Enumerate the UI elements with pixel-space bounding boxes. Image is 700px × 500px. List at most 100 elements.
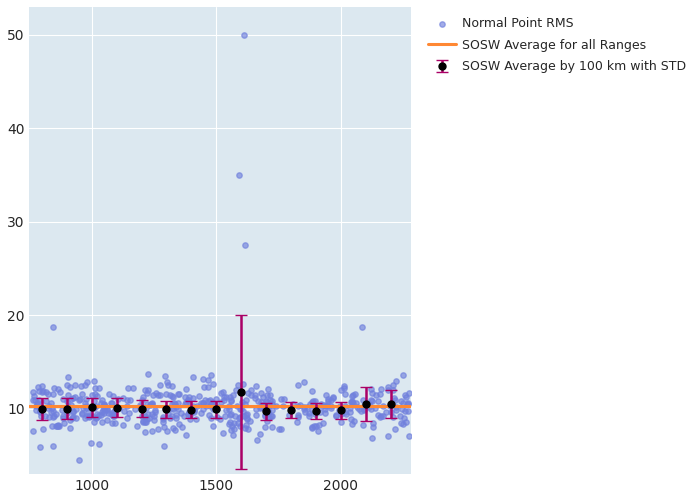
- Normal Point RMS: [197, 374, 209, 382]
- Normal Point RMS: [259, 403, 270, 411]
- Normal Point RMS: [32, 400, 43, 408]
- Normal Point RMS: [259, 423, 270, 431]
- Normal Point RMS: [275, 424, 286, 432]
- Normal Point RMS: [95, 411, 106, 419]
- Normal Point RMS: [61, 380, 72, 388]
- Normal Point RMS: [170, 410, 181, 418]
- Normal Point RMS: [141, 415, 153, 423]
- Normal Point RMS: [46, 422, 57, 430]
- Normal Point RMS: [235, 404, 246, 412]
- Normal Point RMS: [237, 398, 248, 406]
- Normal Point RMS: [38, 426, 49, 434]
- Normal Point RMS: [74, 396, 85, 404]
- Normal Point RMS: [50, 410, 62, 418]
- Normal Point RMS: [225, 426, 236, 434]
- Normal Point RMS: [182, 396, 193, 404]
- Normal Point RMS: [93, 440, 104, 448]
- Normal Point RMS: [142, 370, 153, 378]
- Normal Point RMS: [389, 425, 400, 433]
- Normal Point RMS: [239, 241, 251, 249]
- Normal Point RMS: [402, 400, 414, 407]
- Normal Point RMS: [374, 390, 386, 398]
- Normal Point RMS: [175, 409, 186, 417]
- Normal Point RMS: [240, 400, 251, 408]
- Normal Point RMS: [188, 406, 199, 413]
- Normal Point RMS: [278, 402, 289, 410]
- Normal Point RMS: [328, 394, 339, 402]
- Normal Point RMS: [340, 402, 351, 410]
- Normal Point RMS: [197, 398, 208, 406]
- Normal Point RMS: [367, 397, 378, 405]
- Normal Point RMS: [92, 413, 103, 421]
- Normal Point RMS: [50, 422, 62, 430]
- Normal Point RMS: [327, 394, 338, 402]
- Normal Point RMS: [176, 423, 188, 431]
- Normal Point RMS: [136, 412, 148, 420]
- Normal Point RMS: [309, 410, 320, 418]
- Normal Point RMS: [131, 422, 142, 430]
- Normal Point RMS: [376, 412, 387, 420]
- Normal Point RMS: [179, 393, 190, 401]
- Normal Point RMS: [146, 410, 158, 418]
- Normal Point RMS: [62, 372, 74, 380]
- Normal Point RMS: [211, 402, 222, 410]
- Normal Point RMS: [264, 391, 275, 399]
- Normal Point RMS: [192, 402, 203, 410]
- Normal Point RMS: [293, 413, 304, 421]
- Normal Point RMS: [263, 413, 274, 421]
- Normal Point RMS: [234, 406, 246, 413]
- Normal Point RMS: [188, 408, 199, 416]
- Normal Point RMS: [326, 404, 337, 412]
- Normal Point RMS: [159, 372, 170, 380]
- Normal Point RMS: [36, 382, 48, 390]
- Normal Point RMS: [376, 386, 387, 394]
- Normal Point RMS: [384, 402, 395, 410]
- Normal Point RMS: [91, 392, 102, 400]
- Normal Point RMS: [363, 400, 374, 408]
- Normal Point RMS: [346, 420, 358, 428]
- Normal Point RMS: [167, 412, 178, 420]
- Normal Point RMS: [80, 395, 91, 403]
- Normal Point RMS: [307, 406, 318, 414]
- Normal Point RMS: [144, 401, 155, 409]
- Normal Point RMS: [162, 427, 173, 435]
- Normal Point RMS: [76, 382, 87, 390]
- Normal Point RMS: [250, 394, 261, 402]
- Normal Point RMS: [292, 380, 303, 388]
- Normal Point RMS: [113, 395, 124, 403]
- Normal Point RMS: [316, 400, 327, 407]
- Normal Point RMS: [397, 420, 408, 428]
- Normal Point RMS: [234, 422, 246, 430]
- Normal Point RMS: [257, 392, 268, 400]
- Normal Point RMS: [149, 408, 160, 416]
- Normal Point RMS: [99, 404, 110, 412]
- Normal Point RMS: [195, 399, 206, 407]
- Normal Point RMS: [372, 396, 383, 404]
- Normal Point RMS: [261, 391, 272, 399]
- Normal Point RMS: [199, 396, 211, 404]
- Normal Point RMS: [57, 406, 68, 414]
- Normal Point RMS: [181, 385, 192, 393]
- Normal Point RMS: [185, 410, 196, 418]
- Normal Point RMS: [183, 408, 194, 416]
- Normal Point RMS: [99, 406, 111, 413]
- Normal Point RMS: [113, 404, 125, 412]
- Normal Point RMS: [109, 420, 120, 428]
- Normal Point RMS: [314, 422, 325, 430]
- Normal Point RMS: [344, 404, 355, 412]
- Normal Point RMS: [298, 378, 309, 386]
- Normal Point RMS: [173, 420, 184, 428]
- Normal Point RMS: [188, 402, 199, 410]
- Normal Point RMS: [71, 404, 82, 412]
- Normal Point RMS: [365, 396, 377, 404]
- Normal Point RMS: [334, 406, 345, 414]
- Normal Point RMS: [397, 406, 408, 413]
- Normal Point RMS: [162, 380, 173, 388]
- Normal Point RMS: [34, 442, 46, 450]
- Normal Point RMS: [314, 408, 326, 416]
- Normal Point RMS: [49, 384, 60, 392]
- Normal Point RMS: [32, 382, 43, 390]
- Normal Point RMS: [306, 424, 317, 432]
- Normal Point RMS: [243, 426, 254, 434]
- Normal Point RMS: [77, 409, 88, 417]
